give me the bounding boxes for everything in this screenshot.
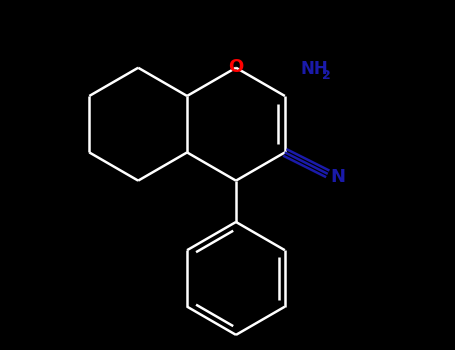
- Text: 2: 2: [322, 69, 331, 82]
- Text: O: O: [228, 58, 243, 76]
- Text: NH: NH: [301, 60, 329, 78]
- Text: N: N: [330, 168, 345, 186]
